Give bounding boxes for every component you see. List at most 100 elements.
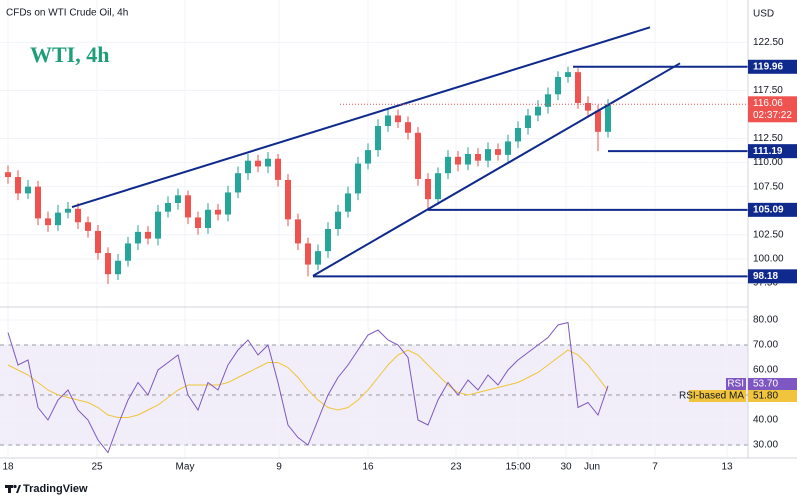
trendline (71, 26, 651, 209)
candle-body (335, 211, 341, 229)
y-tick-label: 100.00 (753, 253, 784, 264)
chart-title: WTI, 4h (30, 42, 109, 67)
candle-body (115, 260, 121, 275)
y-tick-label: 70.00 (753, 340, 778, 351)
axes: 97.50100.00102.50107.50110.00112.50117.5… (2, 37, 797, 473)
y-tick-label: 102.50 (753, 229, 784, 240)
tradingview-logo (5, 484, 21, 493)
legend-name: RSI-based MA (679, 391, 744, 402)
legend-tag (689, 390, 746, 402)
countdown: 02:37:22 (753, 110, 792, 121)
candle-body (5, 172, 11, 178)
candle-body (65, 208, 71, 213)
candle-body (515, 127, 521, 142)
candle-body (395, 115, 401, 123)
candle-body (145, 231, 151, 239)
candle-body (35, 186, 41, 219)
candle-body (55, 212, 61, 226)
y-tick-label: 122.50 (753, 37, 784, 48)
candle-body (425, 178, 431, 200)
candle-body (175, 195, 181, 204)
brand: TradingView (23, 483, 88, 495)
candle-body (505, 141, 511, 155)
level-label: 98.18 (753, 271, 778, 282)
rsi-line (7, 349, 609, 418)
candle-body (95, 230, 101, 254)
x-tick-label: 23 (450, 462, 462, 473)
last-price-label: 116.06 (753, 98, 783, 109)
candle-body (235, 173, 241, 193)
candle-body (125, 243, 131, 261)
candle-body (215, 209, 221, 215)
candle-body (315, 251, 321, 265)
currency-label: USD (753, 9, 774, 20)
candle-body (355, 163, 361, 194)
candle-body (195, 217, 201, 229)
candle-body (255, 160, 261, 167)
level-label: 105.09 (753, 204, 784, 215)
x-tick-label: 13 (721, 462, 733, 473)
candle-body (165, 203, 171, 212)
candle-body (555, 76, 561, 95)
candle-body (295, 219, 301, 244)
value-label: 53.70 (753, 379, 778, 390)
y-tick-label: 107.50 (753, 181, 784, 192)
candle-body (75, 208, 81, 223)
plot (5, 26, 748, 454)
candle-body (155, 211, 161, 239)
candle-body (285, 179, 291, 220)
y-tick-label: 60.00 (753, 365, 778, 376)
x-tick-label: May (176, 462, 195, 473)
x-tick-label: 9 (276, 462, 282, 473)
x-tick-label: 30 (560, 462, 572, 473)
last-price-box (748, 96, 797, 123)
x-tick-label: 18 (2, 462, 14, 473)
value-box (748, 378, 797, 390)
x-tick-label: 25 (91, 462, 103, 473)
y-tick-label: 30.00 (753, 440, 778, 451)
legend-tag (726, 378, 746, 390)
candle-body (225, 192, 231, 215)
y-tick-label: 80.00 (753, 315, 778, 326)
y-tick-label: 40.00 (753, 415, 778, 426)
candle-body (445, 156, 451, 174)
candle-body (415, 132, 421, 179)
level-box (748, 202, 797, 217)
candle-body (575, 72, 581, 103)
candle-body (605, 104, 611, 132)
candle-body (205, 209, 211, 229)
candle-body (15, 177, 21, 194)
x-tick-label: Jun (584, 462, 600, 473)
level-label: 111.19 (753, 146, 783, 157)
candle-body (365, 150, 371, 164)
trendline (312, 62, 681, 277)
rsi-line (7, 321, 609, 454)
candle-body (25, 186, 31, 194)
candle-body (495, 149, 501, 155)
candle-body (85, 222, 91, 231)
value-label: 51.80 (753, 391, 778, 402)
candle-body (325, 228, 331, 252)
candle-body (45, 218, 51, 226)
candle-body (385, 115, 391, 127)
candle-body (475, 153, 481, 161)
candle-body (105, 253, 111, 275)
candle-body (585, 102, 591, 111)
candle-body (245, 160, 251, 174)
candle-body (405, 122, 411, 133)
level-box (748, 59, 797, 74)
candle-body (375, 126, 381, 151)
level-box (748, 144, 797, 159)
candle-body (345, 193, 351, 212)
candle-body (465, 153, 471, 165)
candle-body (455, 156, 461, 165)
candle-body (485, 149, 491, 161)
x-tick-label: 7 (652, 462, 658, 473)
candle-body (565, 72, 571, 77)
candle-body (265, 158, 271, 167)
candle-body (305, 243, 311, 265)
candle-body (275, 158, 281, 180)
legend-name: RSI (727, 379, 744, 390)
y-tick-label: 110.00 (753, 157, 783, 168)
